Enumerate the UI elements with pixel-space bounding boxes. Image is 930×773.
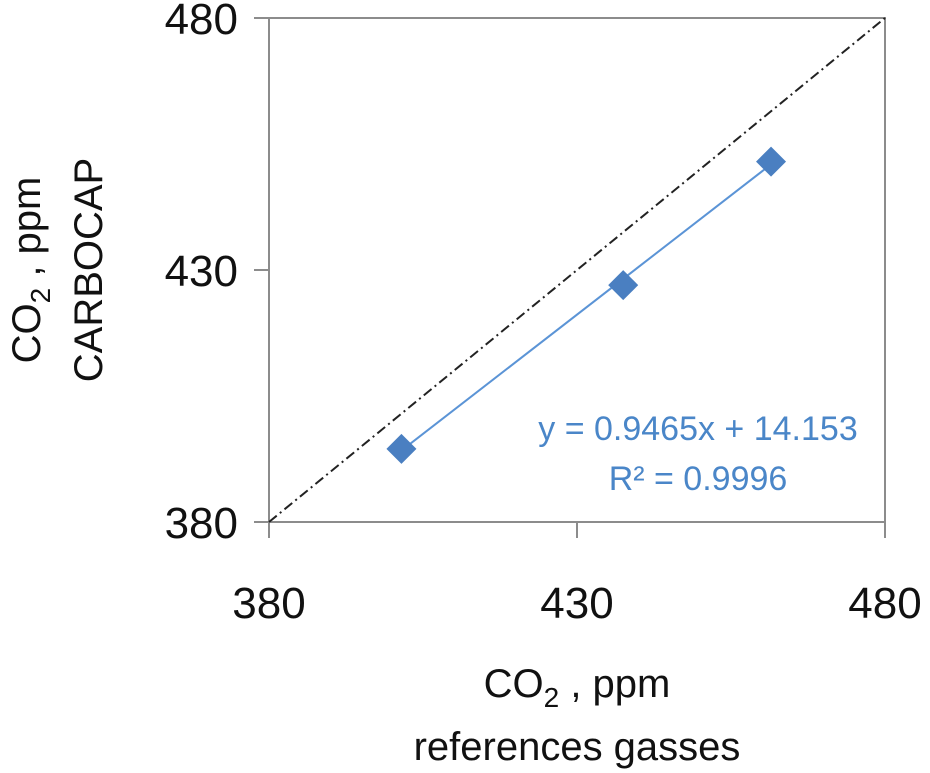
- trendline: [400, 163, 772, 452]
- y-axis-title-line1: CO2 , ppm: [5, 177, 56, 364]
- data-point-1: [386, 433, 417, 464]
- x-tick-label-430: 430: [540, 579, 613, 628]
- x-axis-title-line2: references gasses: [414, 725, 741, 769]
- y-tick-label-480: 480: [165, 0, 238, 44]
- x-tick-label-380: 380: [232, 579, 305, 628]
- x-tick-label-480: 480: [848, 579, 921, 628]
- y-axis-title-unit: , ppm: [5, 177, 49, 288]
- y-tick-label-430: 430: [165, 247, 238, 296]
- y-axis-title: CO2 , ppm CARBOCAP: [5, 158, 111, 383]
- data-points: [386, 146, 787, 464]
- x-axis-title-subscript: 2: [544, 682, 560, 713]
- y-axis-title-co: CO: [5, 303, 49, 363]
- data-point-2: [608, 270, 639, 301]
- x-tick-marks: [268, 522, 886, 538]
- y-tick-label-380: 380: [165, 499, 238, 548]
- regression-equation: y = 0.9465x + 14.153: [538, 410, 857, 448]
- x-axis-title-unit: , ppm: [559, 662, 670, 706]
- y-axis-title-line2: CARBOCAP: [67, 158, 111, 383]
- x-axis-title-co: CO: [484, 662, 544, 706]
- y-axis-title-subscript: 2: [25, 288, 56, 304]
- one-to-one-reference-line: [268, 17, 886, 523]
- x-axis-title-line1: CO2 , ppm: [484, 662, 671, 713]
- y-tick-marks: [254, 17, 269, 523]
- r-squared-label: R² = 0.9996: [609, 460, 788, 498]
- data-point-3: [756, 146, 787, 177]
